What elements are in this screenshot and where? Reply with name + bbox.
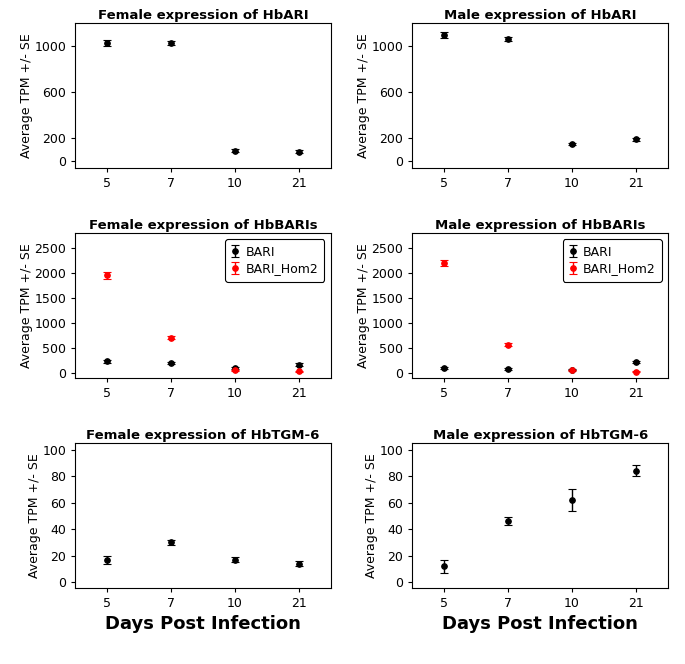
Y-axis label: Average TPM +/- SE: Average TPM +/- SE — [357, 33, 370, 158]
Title: Male expression of HbTGM-6: Male expression of HbTGM-6 — [432, 429, 648, 442]
Title: Female expression of HbTGM-6: Female expression of HbTGM-6 — [86, 429, 320, 442]
Title: Female expression of HbBARIs: Female expression of HbBARIs — [89, 219, 317, 232]
Y-axis label: Average TPM +/- SE: Average TPM +/- SE — [20, 33, 33, 158]
Y-axis label: Average TPM +/- SE: Average TPM +/- SE — [357, 243, 370, 368]
X-axis label: Days Post Infection: Days Post Infection — [443, 616, 638, 633]
Legend: BARI, BARI_Hom2: BARI, BARI_Hom2 — [225, 239, 325, 282]
Y-axis label: Average TPM +/- SE: Average TPM +/- SE — [365, 453, 378, 578]
Y-axis label: Average TPM +/- SE: Average TPM +/- SE — [20, 243, 33, 368]
X-axis label: Days Post Infection: Days Post Infection — [105, 616, 301, 633]
Y-axis label: Average TPM +/- SE: Average TPM +/- SE — [28, 453, 41, 578]
Legend: BARI, BARI_Hom2: BARI, BARI_Hom2 — [562, 239, 662, 282]
Title: Female expression of HbARI: Female expression of HbARI — [98, 9, 308, 22]
Title: Male expression of HbARI: Male expression of HbARI — [444, 9, 636, 22]
Title: Male expression of HbBARIs: Male expression of HbBARIs — [435, 219, 645, 232]
